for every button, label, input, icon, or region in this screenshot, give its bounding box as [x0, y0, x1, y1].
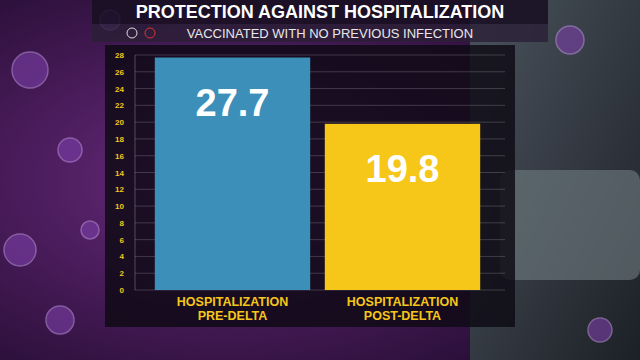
icon [145, 28, 155, 38]
bar [155, 58, 310, 290]
virus-decoration [46, 306, 74, 334]
labels: 27.7 HOSPITALIZATIONPRE-DELTA 19.8 HOSPITAL… [177, 82, 458, 323]
bar [325, 124, 480, 290]
y-tick-label: 24 [115, 85, 124, 94]
y-tick-label: 2 [120, 269, 125, 278]
y-tick-label: 4 [120, 252, 125, 261]
chart: PROTECTION AGAINST HOSPITALIZATION VACCIN… [0, 0, 640, 360]
data-label: 19.8 [366, 148, 440, 190]
y-tick-label: 10 [115, 202, 124, 211]
subtitle: VACCINATED WITH NO PREVIOUS INFECTION [187, 26, 473, 41]
title-banner [92, 0, 548, 24]
virus-decoration [588, 318, 612, 342]
data-label: 27.7 [196, 82, 270, 124]
background [0, 0, 640, 360]
virus-decoration [12, 52, 48, 88]
y-tick-label: 26 [115, 68, 124, 77]
virus-decoration [556, 26, 584, 54]
virus-decoration [4, 234, 36, 266]
y-tick-label: 8 [120, 219, 125, 228]
bed-shape [500, 170, 640, 280]
y-tick-label: 6 [120, 236, 125, 245]
bars [155, 58, 480, 290]
title: PROTECTION AGAINST HOSPITALIZATION [136, 2, 505, 22]
y-tick-label: 16 [115, 152, 124, 161]
virus-decoration [81, 221, 99, 239]
chart-panel [105, 45, 515, 327]
y-tick-label: 0 [120, 286, 125, 295]
category-label: HOSPITALIZATIONPOST-DELTA [347, 295, 458, 323]
category-label: HOSPITALIZATIONPRE-DELTA [177, 295, 288, 323]
y-tick-label: 28 [115, 51, 124, 60]
y-tick-label: 22 [115, 101, 124, 110]
y-axis [135, 55, 136, 290]
virus-decoration [58, 138, 82, 162]
y-tick-label: 18 [115, 135, 124, 144]
grid-line [135, 55, 505, 56]
y-tick-label: 12 [115, 185, 124, 194]
icon [127, 28, 137, 38]
y-tick-label: 14 [115, 169, 124, 178]
y-tick-label: 20 [115, 118, 124, 127]
subtitle-banner [92, 24, 548, 42]
